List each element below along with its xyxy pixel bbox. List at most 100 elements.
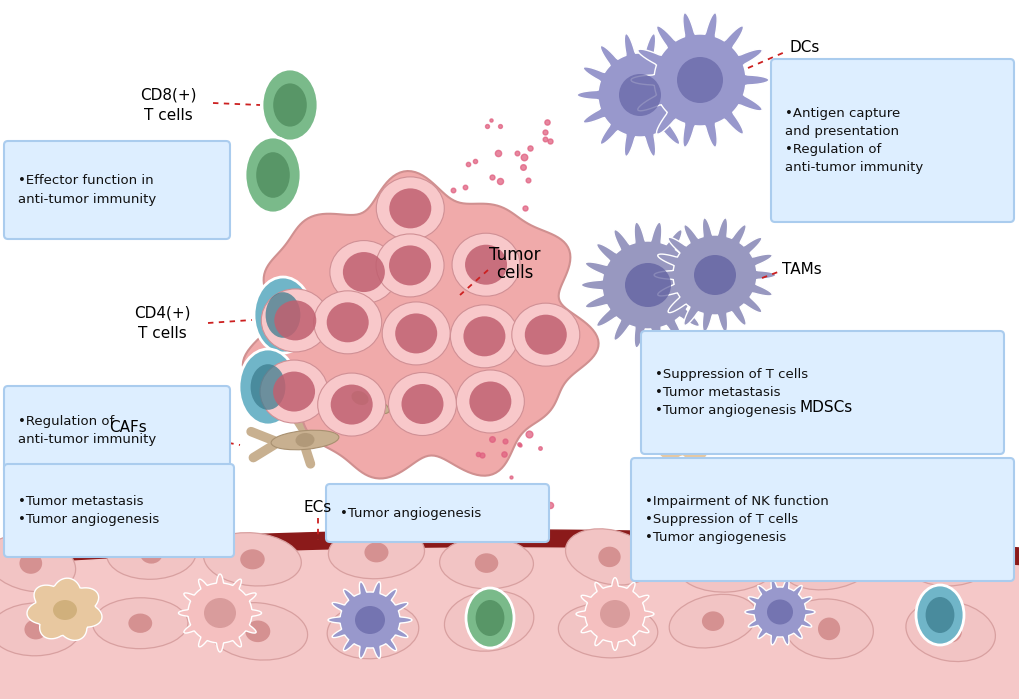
Ellipse shape	[465, 245, 506, 284]
Ellipse shape	[388, 373, 457, 435]
Ellipse shape	[599, 600, 630, 628]
Ellipse shape	[24, 619, 47, 640]
Ellipse shape	[938, 620, 961, 642]
Ellipse shape	[251, 364, 285, 410]
Ellipse shape	[140, 545, 162, 563]
Text: ECs: ECs	[304, 500, 332, 515]
Ellipse shape	[204, 533, 301, 586]
Ellipse shape	[815, 552, 840, 572]
Ellipse shape	[19, 553, 42, 574]
Ellipse shape	[364, 542, 388, 563]
Polygon shape	[576, 577, 653, 650]
Ellipse shape	[245, 137, 301, 213]
Polygon shape	[178, 574, 261, 652]
Ellipse shape	[565, 528, 653, 585]
Ellipse shape	[936, 549, 959, 570]
Ellipse shape	[260, 360, 328, 423]
Ellipse shape	[245, 621, 270, 642]
Ellipse shape	[256, 152, 289, 198]
Ellipse shape	[439, 538, 533, 589]
Text: cells: cells	[496, 264, 533, 282]
Ellipse shape	[784, 599, 872, 658]
Ellipse shape	[361, 620, 384, 641]
Ellipse shape	[733, 408, 756, 428]
Ellipse shape	[317, 373, 385, 436]
Ellipse shape	[328, 526, 424, 579]
Ellipse shape	[352, 391, 368, 405]
Polygon shape	[653, 218, 775, 332]
Ellipse shape	[93, 598, 187, 649]
Ellipse shape	[512, 303, 579, 366]
Ellipse shape	[0, 603, 82, 656]
Text: T cells: T cells	[138, 326, 186, 340]
Ellipse shape	[693, 255, 736, 295]
Ellipse shape	[271, 430, 338, 449]
Ellipse shape	[466, 588, 514, 648]
Polygon shape	[707, 387, 781, 447]
Ellipse shape	[327, 603, 419, 658]
Text: •Regulation of
anti-tumor immunity: •Regulation of anti-tumor immunity	[18, 415, 156, 445]
FancyBboxPatch shape	[326, 484, 548, 542]
Ellipse shape	[625, 263, 671, 307]
Polygon shape	[631, 13, 768, 147]
Polygon shape	[243, 171, 598, 479]
Ellipse shape	[766, 600, 792, 624]
Ellipse shape	[780, 535, 875, 590]
Ellipse shape	[455, 370, 524, 433]
Polygon shape	[26, 578, 102, 640]
FancyBboxPatch shape	[4, 141, 229, 239]
Ellipse shape	[342, 252, 384, 292]
Text: •Tumor angiogenesis: •Tumor angiogenesis	[339, 507, 481, 519]
Ellipse shape	[273, 83, 307, 127]
Ellipse shape	[905, 601, 995, 661]
Ellipse shape	[525, 315, 567, 354]
Ellipse shape	[915, 585, 963, 645]
Ellipse shape	[238, 349, 297, 425]
Ellipse shape	[672, 417, 698, 439]
Ellipse shape	[463, 317, 505, 356]
FancyBboxPatch shape	[4, 464, 233, 557]
FancyBboxPatch shape	[631, 458, 1013, 581]
Ellipse shape	[261, 289, 329, 352]
Text: CD8(+): CD8(+)	[140, 87, 196, 103]
Text: •Impairment of NK function
•Suppression of T cells
•Tumor angiogenesis: •Impairment of NK function •Suppression …	[644, 495, 828, 544]
Ellipse shape	[107, 528, 196, 579]
Text: •Tumor metastasis
•Tumor angiogenesis: •Tumor metastasis •Tumor angiogenesis	[18, 495, 159, 526]
Ellipse shape	[475, 554, 497, 573]
FancyBboxPatch shape	[770, 59, 1013, 222]
Ellipse shape	[401, 384, 443, 424]
Polygon shape	[328, 582, 412, 658]
Ellipse shape	[265, 292, 301, 338]
Polygon shape	[744, 579, 814, 645]
Ellipse shape	[296, 433, 314, 447]
Ellipse shape	[254, 277, 312, 353]
Ellipse shape	[598, 547, 620, 567]
Ellipse shape	[376, 234, 443, 297]
Ellipse shape	[924, 597, 954, 633]
Ellipse shape	[557, 603, 657, 658]
Polygon shape	[581, 222, 714, 348]
Text: MDSCs: MDSCs	[799, 401, 853, 415]
Ellipse shape	[817, 617, 840, 640]
Text: TAMs: TAMs	[782, 263, 821, 278]
Ellipse shape	[676, 533, 779, 592]
Ellipse shape	[450, 305, 518, 368]
Ellipse shape	[128, 614, 152, 633]
Ellipse shape	[677, 57, 722, 103]
Text: CAFs: CAFs	[109, 421, 147, 435]
Ellipse shape	[451, 233, 520, 296]
Ellipse shape	[274, 301, 316, 340]
Ellipse shape	[714, 552, 740, 574]
Polygon shape	[642, 393, 726, 461]
Ellipse shape	[330, 382, 389, 414]
Ellipse shape	[376, 177, 444, 240]
Ellipse shape	[262, 69, 318, 141]
Polygon shape	[577, 34, 702, 157]
Ellipse shape	[595, 620, 620, 641]
Ellipse shape	[355, 606, 384, 634]
Ellipse shape	[208, 603, 308, 660]
Text: CD4(+): CD4(+)	[133, 305, 191, 321]
Ellipse shape	[701, 612, 723, 631]
Ellipse shape	[388, 245, 431, 285]
Text: •Suppression of T cells
•Tumor metastasis
•Tumor angiogenesis: •Suppression of T cells •Tumor metastasi…	[654, 368, 807, 417]
